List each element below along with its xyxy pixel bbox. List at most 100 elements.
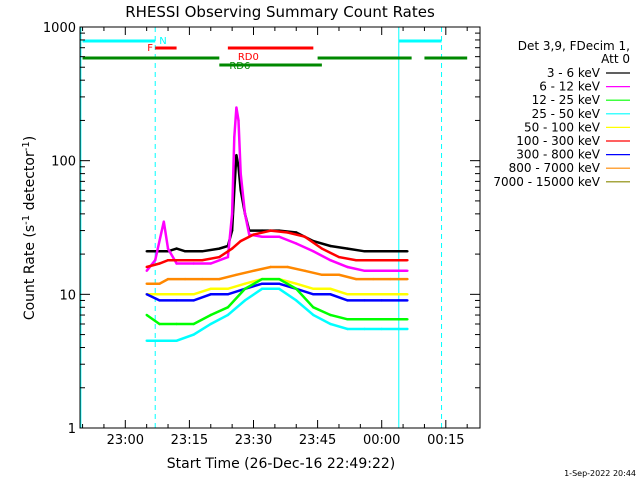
data-point-5-3 — [192, 299, 195, 302]
data-point-3-7 — [252, 269, 255, 272]
data-point-7-6 — [243, 299, 247, 302]
data-point-1-11 — [237, 119, 240, 122]
data-point-1-4 — [175, 262, 178, 265]
chart-title: RHESSI Observing Summary Count Rates — [125, 3, 435, 21]
series-line-50-100keV — [146, 277, 408, 296]
data-point-1-7 — [226, 255, 230, 259]
data-point-6-14 — [380, 318, 383, 321]
legend-label-6: 300 - 800 keV — [516, 148, 600, 162]
data-point-2-14 — [354, 259, 358, 262]
data-point-3-8 — [269, 265, 272, 269]
data-point-0-21 — [363, 250, 366, 253]
data-point-5-15 — [397, 299, 400, 302]
data-point-3-13 — [354, 277, 358, 281]
data-point-5-12 — [346, 299, 349, 302]
data-point-1-5 — [192, 262, 195, 265]
y-axis-label: Count Rate (s-1 detector-1) — [21, 136, 38, 320]
data-point-2-7 — [239, 239, 242, 243]
y-tick-label-100: 100 — [51, 155, 76, 170]
data-point-4-15 — [397, 293, 400, 296]
data-point-0-3 — [175, 247, 178, 250]
data-point-3-1 — [158, 282, 161, 285]
data-point-0-19 — [329, 244, 332, 248]
x-tick-label-00:00: 00:00 — [363, 433, 400, 448]
data-point-3-9 — [286, 265, 289, 269]
data-point-2-17 — [406, 259, 409, 262]
data-point-3-15 — [389, 277, 392, 281]
x-tick-label-23:30: 23:30 — [235, 433, 272, 448]
data-point-7-1 — [158, 339, 161, 342]
data-point-4-3 — [192, 293, 195, 296]
data-point-6-16 — [406, 318, 409, 321]
data-point-3-14 — [372, 277, 375, 281]
data-point-1-16 — [277, 235, 281, 238]
legend-label-8: 7000 - 15000 keV — [493, 175, 600, 189]
data-point-3-4 — [201, 277, 204, 281]
data-point-6-12 — [346, 318, 349, 321]
data-point-0-4 — [183, 250, 187, 253]
data-point-6-6 — [243, 287, 247, 290]
data-point-2-3 — [183, 259, 187, 262]
y-tick-label-1: 1 — [68, 422, 76, 437]
data-point-1-13 — [243, 212, 247, 216]
data-point-2-8 — [252, 233, 255, 236]
data-point-1-15 — [260, 235, 264, 238]
data-point-1-18 — [312, 250, 315, 253]
data-point-1-23 — [397, 269, 400, 272]
data-point-6-3 — [192, 322, 195, 326]
data-point-1-17 — [295, 242, 298, 245]
flag-label-F: F — [147, 43, 153, 54]
data-point-1-19 — [329, 259, 332, 262]
data-point-4-4 — [209, 287, 212, 290]
data-point-5-16 — [406, 299, 409, 302]
data-point-1-0 — [145, 269, 148, 272]
data-point-1-6 — [209, 262, 212, 265]
legend-label-7: 800 - 7000 keV — [509, 161, 601, 175]
data-point-5-8 — [277, 282, 281, 285]
legend-header-line2: Att 0 — [601, 52, 630, 66]
data-point-7-2 — [175, 339, 178, 342]
data-point-3-11 — [320, 273, 324, 276]
data-point-5-7 — [260, 282, 264, 285]
legend-label-2: 12 - 25 keV — [532, 93, 601, 107]
x-tick-label-23:15: 23:15 — [171, 433, 208, 448]
data-point-6-5 — [226, 306, 230, 309]
data-point-3-3 — [183, 277, 187, 281]
data-point-6-15 — [397, 318, 400, 321]
x-tick-label-00:15: 00:15 — [427, 433, 464, 448]
data-point-1-21 — [363, 269, 366, 272]
data-point-0-6 — [218, 247, 221, 250]
data-point-0-22 — [380, 250, 383, 253]
data-point-6-11 — [329, 313, 332, 317]
data-point-2-9 — [269, 229, 272, 232]
data-point-5-10 — [312, 293, 315, 296]
y-label-exp2: -1 — [21, 141, 32, 151]
data-point-0-5 — [201, 250, 204, 253]
data-point-7-0 — [145, 339, 148, 342]
x-axis-label: Start Time (26-Dec-16 22:49:22) — [167, 456, 395, 472]
legend-header-line1: Det 3,9, FDecim 1, — [518, 39, 630, 53]
data-point-4-14 — [380, 293, 383, 296]
data-point-4-2 — [175, 293, 178, 296]
data-point-0-20 — [346, 247, 349, 250]
data-point-0-23 — [397, 250, 400, 253]
data-point-3-6 — [235, 273, 238, 276]
data-point-6-4 — [209, 313, 212, 317]
data-point-2-13 — [337, 255, 341, 259]
data-point-6-1 — [158, 322, 161, 326]
data-point-2-2 — [166, 259, 170, 262]
data-point-6-8 — [277, 277, 281, 281]
legend-label-3: 25 - 50 keV — [532, 107, 601, 121]
y-label-main: Count Rate (s — [22, 225, 38, 320]
data-point-1-3 — [166, 247, 170, 250]
data-point-0-1 — [158, 250, 161, 253]
data-point-7-9 — [295, 299, 298, 302]
data-point-5-2 — [175, 299, 178, 302]
data-point-2-12 — [320, 247, 324, 250]
flag-label-RD6: RD6 — [229, 61, 250, 72]
data-point-2-15 — [372, 259, 375, 262]
data-point-7-7 — [260, 287, 264, 290]
data-point-3-12 — [337, 273, 341, 276]
data-point-3-16 — [406, 277, 409, 281]
